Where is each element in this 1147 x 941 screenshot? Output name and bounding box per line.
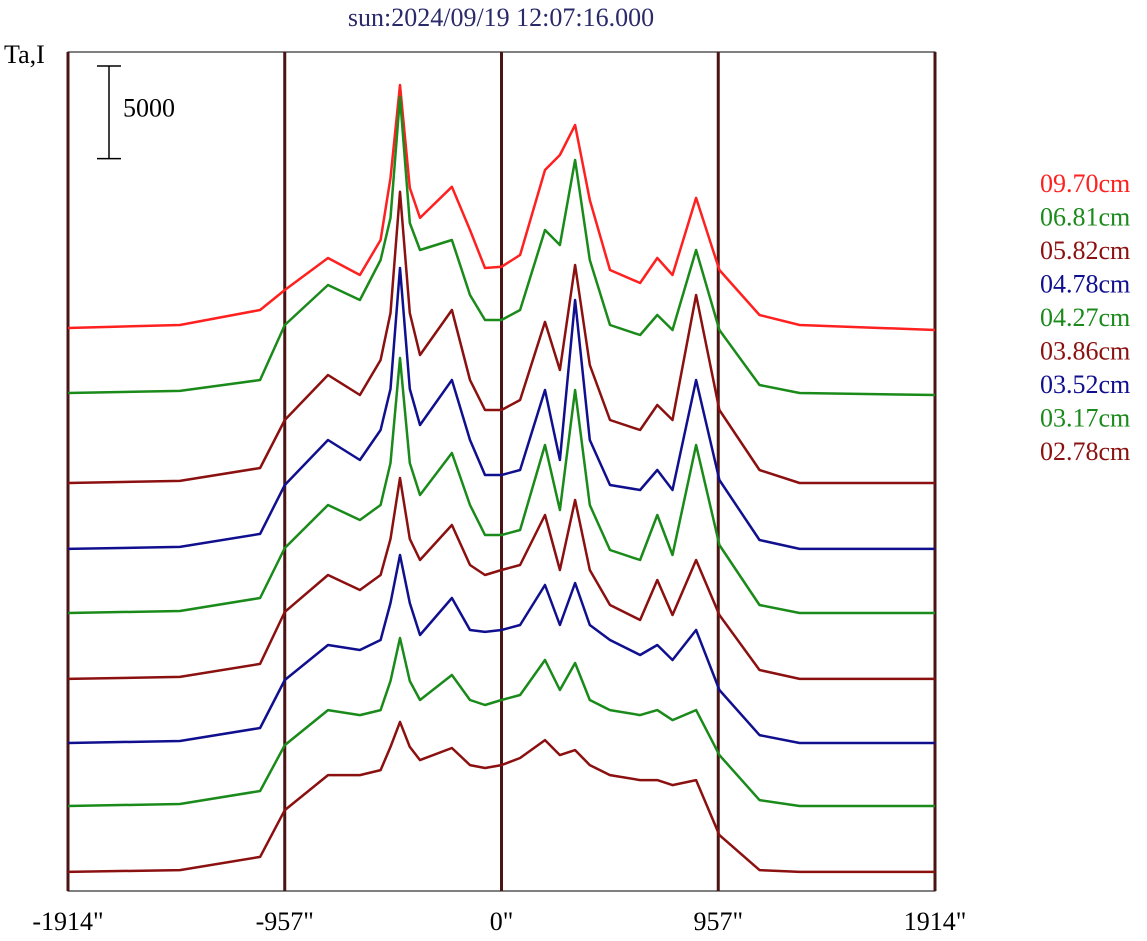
x-tick-label: 957" (693, 907, 743, 936)
series-line (67, 190, 935, 485)
series-line (67, 356, 935, 615)
legend-label: 05.82cm (1040, 236, 1130, 265)
series-line (67, 636, 935, 808)
series-line (67, 83, 936, 332)
legend-label: 03.86cm (1040, 336, 1130, 365)
series-line (67, 95, 936, 397)
series-line (67, 553, 935, 745)
series-line (67, 720, 935, 874)
series-line (67, 266, 935, 551)
x-tick-label: -957" (256, 907, 314, 936)
legend-label: 03.17cm (1040, 403, 1130, 432)
legend-label: 04.27cm (1040, 303, 1130, 332)
legend-label: 04.78cm (1040, 269, 1130, 298)
legend-label: 02.78cm (1040, 437, 1130, 466)
x-tick-label: -1914" (32, 907, 103, 936)
y-axis-label: Ta,I (4, 40, 45, 69)
x-tick-label: 1914" (904, 907, 967, 936)
series-line (67, 476, 935, 681)
legend-label: 09.70cm (1040, 169, 1130, 198)
scale-bar-label: 5000 (123, 93, 175, 122)
legend-label: 03.52cm (1040, 370, 1130, 399)
x-tick-label: 0" (490, 907, 514, 936)
chart-title: sun:2024/09/19 12:07:16.000 (348, 3, 654, 32)
legend-label: 06.81cm (1040, 202, 1130, 231)
